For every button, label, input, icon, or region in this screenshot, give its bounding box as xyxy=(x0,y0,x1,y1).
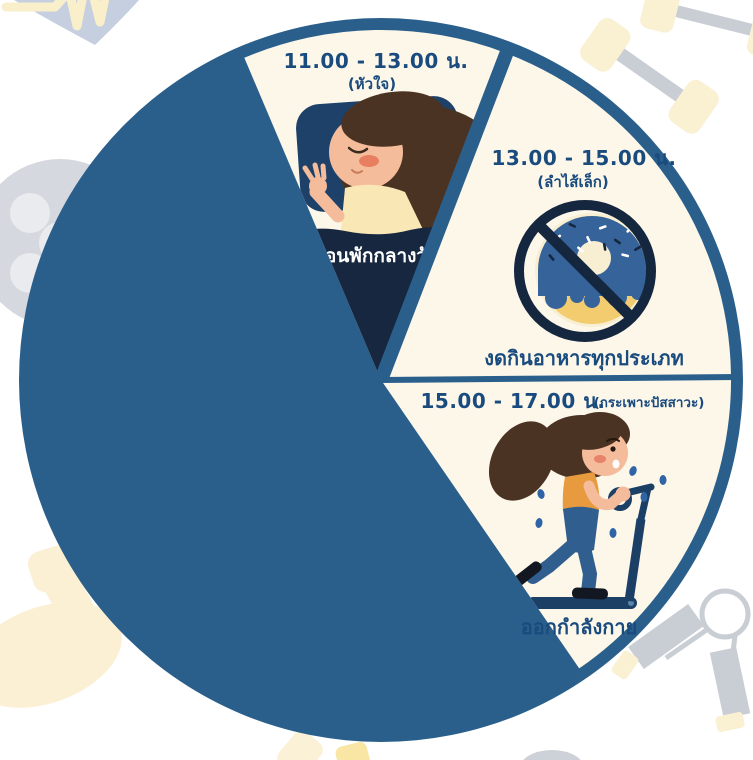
wedge-exercise-organ: (กระเพาะปัสสาวะ) xyxy=(594,395,705,411)
bicep-arm-icon xyxy=(0,545,122,708)
wedge-exercise-activity-label: ออกกำลังกาย xyxy=(521,615,638,639)
wedge-sleep-time: 11.00 - 13.00 น. xyxy=(284,49,469,73)
separator-sleep-fast xyxy=(374,45,516,383)
wedge-fast-activity-label: งดกินอาหารทุกประเภท xyxy=(484,346,684,371)
separator-fast-exercise xyxy=(380,374,739,383)
wedge-sleep-activity-label: นอนพักกลางวัน xyxy=(312,245,440,267)
dumbbell-icon xyxy=(580,17,719,134)
wedge-exercise-time: 15.00 - 17.00 น. xyxy=(421,389,606,413)
wedge-fast-time: 13.00 - 15.00 น. xyxy=(492,146,677,170)
wedge-fast-organ: (ลำไส้เล็ก) xyxy=(537,172,608,191)
decor-shape xyxy=(523,750,581,760)
wedge-sleep-organ: (หัวใจ) xyxy=(348,75,396,93)
prohibition-circle-icon xyxy=(514,200,656,342)
heart-ekg-icon xyxy=(1,0,139,45)
no-donut-illustration xyxy=(514,200,656,342)
donut-sprinkles xyxy=(548,222,642,261)
prohibition-slash-icon xyxy=(534,220,636,322)
decor-shape xyxy=(335,742,371,760)
decor-shape xyxy=(277,730,323,760)
hand-grip-icon xyxy=(611,588,751,732)
dumbbell-icon xyxy=(640,0,753,60)
sweat-drops xyxy=(535,466,667,538)
treadmill xyxy=(527,597,637,609)
treadmill-runner-illustration xyxy=(488,412,667,609)
wedge-exercise xyxy=(381,375,732,669)
